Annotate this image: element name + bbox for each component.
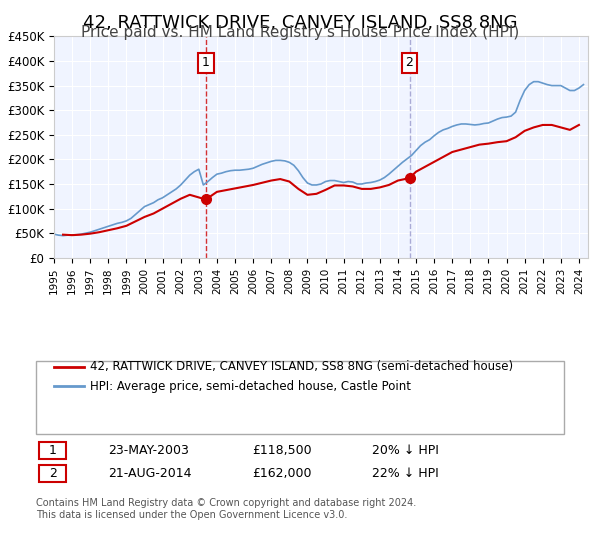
Text: £118,500: £118,500 — [252, 444, 311, 458]
Text: 2: 2 — [49, 466, 57, 480]
Text: 1: 1 — [49, 444, 57, 458]
Text: £162,000: £162,000 — [252, 466, 311, 480]
Text: Price paid vs. HM Land Registry's House Price Index (HPI): Price paid vs. HM Land Registry's House … — [81, 25, 519, 40]
Text: 42, RATTWICK DRIVE, CANVEY ISLAND, SS8 8NG: 42, RATTWICK DRIVE, CANVEY ISLAND, SS8 8… — [83, 14, 517, 32]
Text: 23-MAY-2003: 23-MAY-2003 — [108, 444, 189, 458]
Text: 20% ↓ HPI: 20% ↓ HPI — [372, 444, 439, 458]
Text: 42, RATTWICK DRIVE, CANVEY ISLAND, SS8 8NG (semi-detached house): 42, RATTWICK DRIVE, CANVEY ISLAND, SS8 8… — [90, 360, 513, 374]
Text: HPI: Average price, semi-detached house, Castle Point: HPI: Average price, semi-detached house,… — [90, 380, 411, 393]
Text: 21-AUG-2014: 21-AUG-2014 — [108, 466, 191, 480]
Text: Contains HM Land Registry data © Crown copyright and database right 2024.
This d: Contains HM Land Registry data © Crown c… — [36, 498, 416, 520]
Text: 2: 2 — [406, 57, 413, 69]
Text: 22% ↓ HPI: 22% ↓ HPI — [372, 466, 439, 480]
Text: 1: 1 — [202, 57, 210, 69]
